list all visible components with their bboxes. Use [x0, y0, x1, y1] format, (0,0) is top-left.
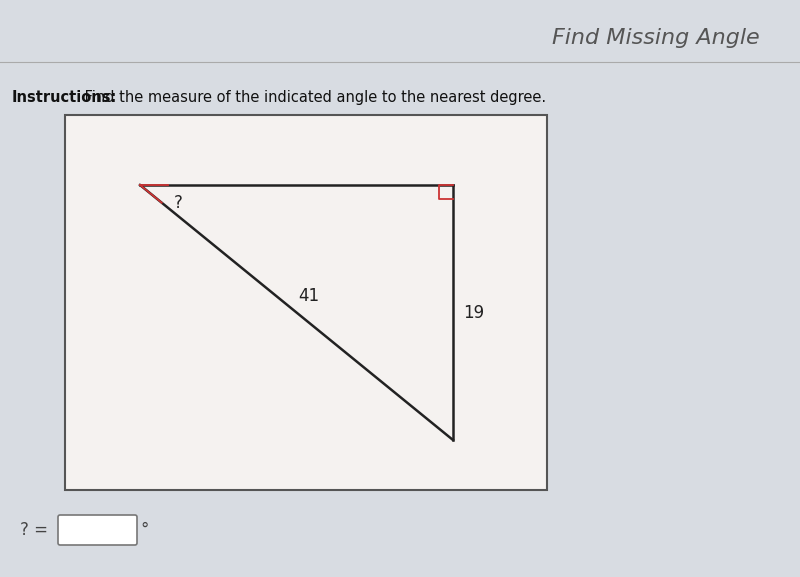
Bar — [65, 115, 547, 490]
Text: 41: 41 — [298, 287, 320, 305]
Text: Instructions:: Instructions: — [12, 90, 118, 105]
Text: °: ° — [140, 521, 148, 539]
Text: Find Missing Angle: Find Missing Angle — [552, 28, 760, 48]
Text: Find the measure of the indicated angle to the nearest degree.: Find the measure of the indicated angle … — [80, 90, 546, 105]
Text: ?: ? — [174, 194, 183, 212]
Text: 19: 19 — [463, 304, 484, 321]
FancyBboxPatch shape — [58, 515, 137, 545]
Text: ? =: ? = — [20, 521, 48, 539]
